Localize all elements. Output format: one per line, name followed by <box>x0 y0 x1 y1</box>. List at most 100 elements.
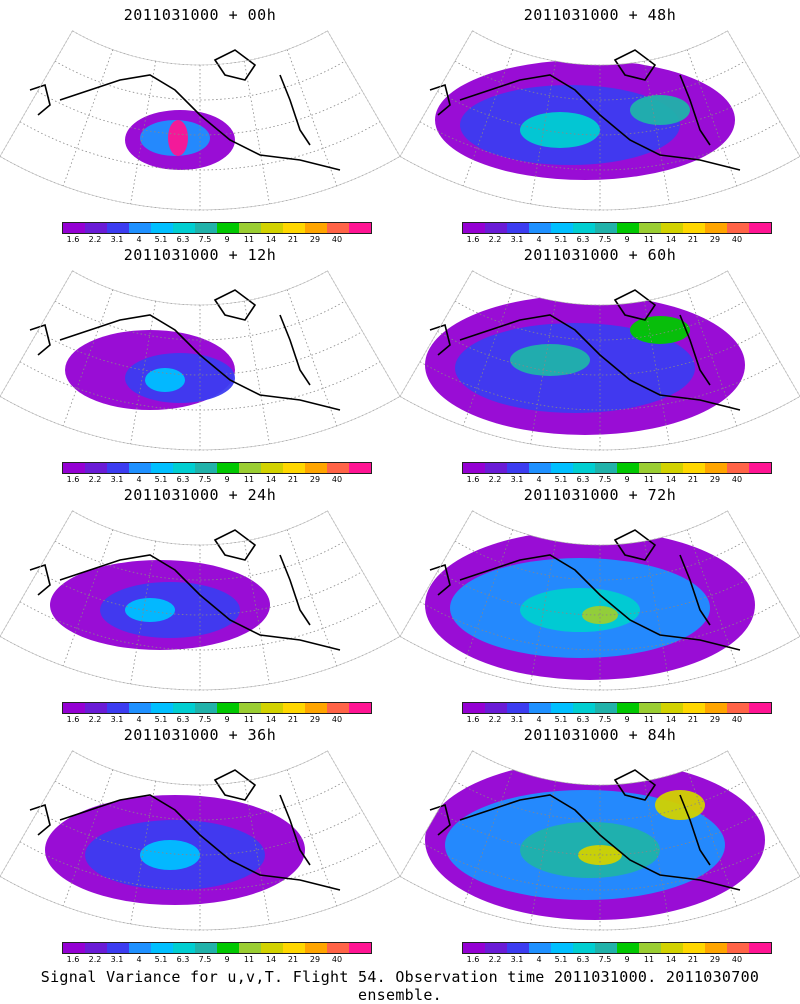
colorbar <box>62 942 372 954</box>
variance-contour <box>630 316 690 344</box>
colorbar-swatch <box>595 463 617 473</box>
colorbar-swatch <box>551 223 573 233</box>
colorbar-swatch <box>683 703 705 713</box>
colorbar-swatch <box>551 943 573 953</box>
colorbar-swatch <box>639 703 661 713</box>
colorbar-swatch <box>661 223 683 233</box>
colorbar-swatch <box>129 463 151 473</box>
colorbar-swatch <box>239 463 261 473</box>
colorbar-tick-label: 11 <box>244 955 254 964</box>
variance-contour <box>520 588 640 632</box>
colorbar-swatch <box>239 703 261 713</box>
colorbar <box>62 222 372 234</box>
colorbar-swatch <box>727 223 749 233</box>
colorbar-swatch <box>217 223 239 233</box>
colorbar-swatch <box>305 463 327 473</box>
colorbar-swatch <box>151 223 173 233</box>
colorbar-swatch <box>327 463 349 473</box>
colorbar-swatch <box>639 223 661 233</box>
colorbar-tick-label: 14 <box>666 955 676 964</box>
colorbar-swatch <box>195 223 217 233</box>
colorbar-tick-label: 40 <box>732 955 742 964</box>
variance-map <box>0 500 400 695</box>
colorbar-swatch <box>173 703 195 713</box>
colorbar-swatch <box>283 463 305 473</box>
colorbar-swatch <box>485 223 507 233</box>
colorbar-swatch <box>85 463 107 473</box>
variance-field <box>435 60 735 180</box>
colorbar <box>62 702 372 714</box>
variance-map <box>0 20 400 215</box>
colorbar-swatch <box>349 943 371 953</box>
colorbar-swatch <box>727 943 749 953</box>
colorbar-swatch <box>507 463 529 473</box>
colorbar-swatch <box>195 463 217 473</box>
colorbar-swatch <box>661 463 683 473</box>
variance-map <box>400 740 800 935</box>
colorbar-swatch <box>327 943 349 953</box>
colorbar-tick-label: 4 <box>536 955 541 964</box>
colorbar-tick-label: 11 <box>644 955 654 964</box>
colorbar-tick-label: 9 <box>224 955 229 964</box>
variance-field <box>425 760 765 920</box>
colorbar-swatch <box>529 223 551 233</box>
colorbar-swatch <box>485 703 507 713</box>
colorbar-swatch <box>705 943 727 953</box>
colorbar-tick-label: 21 <box>288 955 298 964</box>
colorbar-swatch <box>283 703 305 713</box>
colorbar-tick-label: 40 <box>332 955 342 964</box>
colorbar-swatch <box>107 223 129 233</box>
colorbar-swatch <box>463 943 485 953</box>
colorbar-swatch <box>129 223 151 233</box>
colorbar-swatch <box>485 943 507 953</box>
colorbar <box>462 222 772 234</box>
variance-map <box>400 500 800 695</box>
colorbar-swatch <box>129 943 151 953</box>
colorbar-swatch <box>485 463 507 473</box>
colorbar-swatch <box>283 223 305 233</box>
colorbar-swatch <box>749 463 771 473</box>
colorbar-swatch <box>661 943 683 953</box>
colorbar-swatch <box>195 943 217 953</box>
colorbar-swatch <box>173 463 195 473</box>
colorbar-tick-label: 29 <box>710 955 720 964</box>
colorbar-swatch <box>261 223 283 233</box>
colorbar-swatch <box>463 223 485 233</box>
colorbar-tick-label: 21 <box>688 955 698 964</box>
colorbar-swatch <box>529 943 551 953</box>
colorbar-swatch <box>617 943 639 953</box>
colorbar-swatch <box>507 703 529 713</box>
colorbar-swatch <box>63 223 85 233</box>
colorbar-swatch <box>217 703 239 713</box>
colorbar-swatch <box>551 703 573 713</box>
colorbar-swatch <box>595 703 617 713</box>
colorbar-swatch <box>151 943 173 953</box>
colorbar-swatch <box>573 463 595 473</box>
colorbar-swatch <box>507 943 529 953</box>
colorbar-swatch <box>349 703 371 713</box>
colorbar-swatch <box>217 463 239 473</box>
colorbar-swatch <box>107 943 129 953</box>
variance-map <box>0 740 400 935</box>
colorbar-swatch <box>463 463 485 473</box>
colorbar-swatch <box>327 703 349 713</box>
colorbar-swatch <box>727 463 749 473</box>
colorbar-swatch <box>63 703 85 713</box>
colorbar-swatch <box>595 223 617 233</box>
colorbar-tick-label: 1.6 <box>67 955 80 964</box>
colorbar-swatch <box>85 703 107 713</box>
colorbar-swatch <box>683 463 705 473</box>
colorbar-swatch <box>129 703 151 713</box>
colorbar-swatch <box>617 463 639 473</box>
colorbar-swatch <box>705 223 727 233</box>
colorbar-tick-label: 7.5 <box>599 955 612 964</box>
variance-contour <box>655 790 705 820</box>
colorbar-tick-label: 14 <box>266 955 276 964</box>
colorbar-swatch <box>749 943 771 953</box>
figure-caption: Signal Variance for u,v,T. Flight 54. Ob… <box>0 968 800 1004</box>
